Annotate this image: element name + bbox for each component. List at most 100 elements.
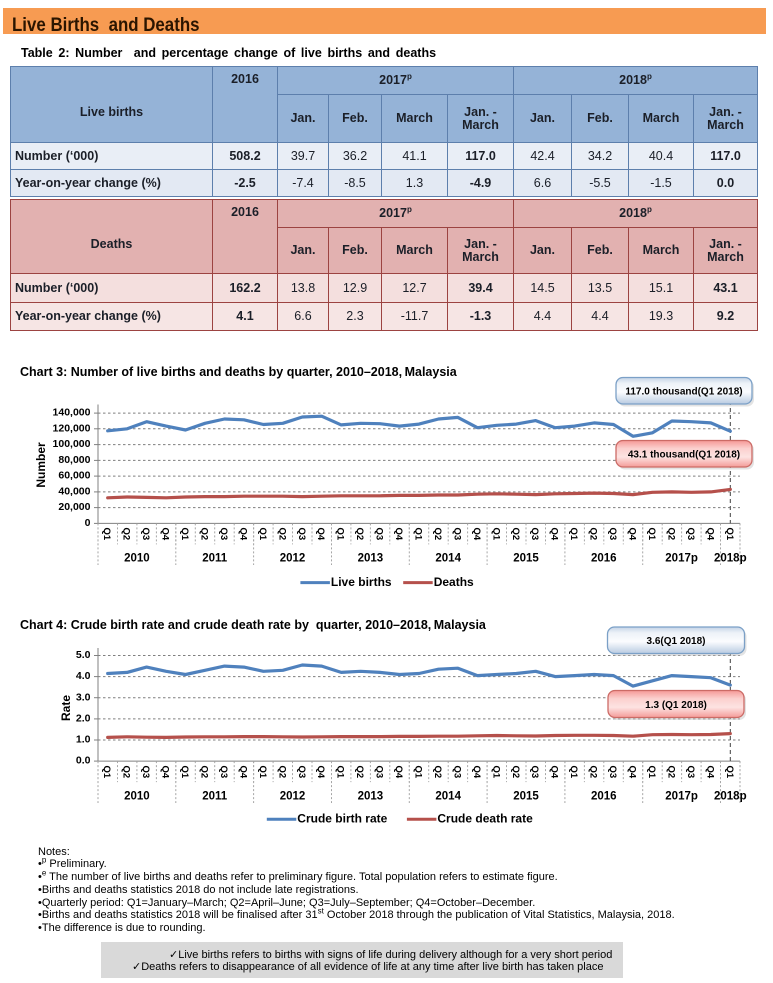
svg-text:Q4: Q4 bbox=[471, 766, 482, 779]
svg-text:Q1: Q1 bbox=[724, 766, 735, 779]
svg-text:Q3: Q3 bbox=[685, 528, 696, 541]
svg-text:Q2: Q2 bbox=[199, 766, 210, 779]
svg-text:Q1: Q1 bbox=[490, 766, 501, 779]
svg-text:Number: Number bbox=[34, 442, 48, 488]
svg-text:Q3: Q3 bbox=[529, 766, 540, 779]
svg-text:Q3: Q3 bbox=[607, 528, 618, 541]
svg-text:Q4: Q4 bbox=[393, 766, 404, 779]
svg-text:Q2: Q2 bbox=[510, 766, 521, 779]
svg-text:2010: 2010 bbox=[124, 791, 150, 803]
svg-text:Q3: Q3 bbox=[451, 766, 462, 779]
svg-text:Q1: Q1 bbox=[335, 528, 346, 541]
svg-text:5.0: 5.0 bbox=[76, 649, 91, 661]
svg-text:2018p: 2018p bbox=[714, 553, 747, 565]
svg-text:Q1: Q1 bbox=[257, 766, 268, 779]
svg-text:Q2: Q2 bbox=[432, 766, 443, 779]
svg-text:Q1: Q1 bbox=[724, 528, 735, 541]
svg-text:0.0: 0.0 bbox=[76, 755, 91, 767]
svg-text:43.1 thousand(Q1 2018): 43.1 thousand(Q1 2018) bbox=[628, 450, 740, 461]
svg-text:Deaths: Deaths bbox=[434, 575, 474, 589]
svg-text:2017p: 2017p bbox=[665, 553, 698, 565]
svg-text:2014: 2014 bbox=[435, 791, 461, 803]
svg-text:Q1: Q1 bbox=[490, 528, 501, 541]
svg-text:Q2: Q2 bbox=[665, 528, 676, 541]
svg-text:2016: 2016 bbox=[591, 791, 617, 803]
svg-text:Q4: Q4 bbox=[549, 528, 560, 541]
svg-text:2017p: 2017p bbox=[665, 791, 698, 803]
svg-text:2012: 2012 bbox=[280, 553, 306, 565]
svg-text:Q2: Q2 bbox=[354, 528, 365, 541]
svg-text:Q4: Q4 bbox=[160, 528, 171, 541]
svg-text:2011: 2011 bbox=[202, 553, 228, 565]
svg-text:120,000: 120,000 bbox=[53, 422, 91, 434]
svg-text:Q4: Q4 bbox=[627, 528, 638, 541]
svg-text:Q2: Q2 bbox=[121, 766, 132, 779]
svg-text:3.0: 3.0 bbox=[76, 691, 91, 703]
svg-text:Crude death rate: Crude death rate bbox=[437, 811, 533, 825]
svg-text:Q3: Q3 bbox=[140, 766, 151, 779]
svg-text:0: 0 bbox=[85, 517, 91, 529]
svg-text:Q4: Q4 bbox=[704, 766, 715, 779]
svg-text:Rate: Rate bbox=[59, 695, 73, 721]
svg-text:Q3: Q3 bbox=[374, 766, 385, 779]
svg-text:3.6(Q1 2018): 3.6(Q1 2018) bbox=[647, 636, 706, 647]
svg-text:Crude birth rate: Crude birth rate bbox=[297, 811, 387, 825]
svg-text:Q2: Q2 bbox=[510, 528, 521, 541]
svg-text:80,000: 80,000 bbox=[58, 454, 90, 466]
svg-text:Q1: Q1 bbox=[646, 766, 657, 779]
svg-text:Q4: Q4 bbox=[160, 766, 171, 779]
svg-text:Q2: Q2 bbox=[588, 766, 599, 779]
svg-text:Q4: Q4 bbox=[471, 528, 482, 541]
svg-text:1.0: 1.0 bbox=[76, 734, 91, 746]
svg-text:117.0 thousand(Q1 2018): 117.0 thousand(Q1 2018) bbox=[625, 387, 742, 398]
svg-text:2013: 2013 bbox=[358, 553, 384, 565]
svg-text:Q1: Q1 bbox=[179, 766, 190, 779]
svg-text:Q1: Q1 bbox=[646, 528, 657, 541]
svg-text:Q3: Q3 bbox=[218, 766, 229, 779]
svg-text:Q2: Q2 bbox=[354, 766, 365, 779]
svg-text:Q3: Q3 bbox=[374, 528, 385, 541]
svg-text:20,000: 20,000 bbox=[58, 501, 90, 513]
svg-text:60,000: 60,000 bbox=[58, 470, 90, 482]
svg-text:Q1: Q1 bbox=[413, 766, 424, 779]
svg-text:Q3: Q3 bbox=[218, 528, 229, 541]
svg-text:Q3: Q3 bbox=[685, 766, 696, 779]
svg-text:Q2: Q2 bbox=[276, 528, 287, 541]
svg-text:Q1: Q1 bbox=[179, 528, 190, 541]
svg-text:2011: 2011 bbox=[202, 791, 228, 803]
svg-text:Q4: Q4 bbox=[704, 528, 715, 541]
svg-text:2.0: 2.0 bbox=[76, 713, 91, 725]
svg-text:2010: 2010 bbox=[124, 553, 150, 565]
svg-text:Q3: Q3 bbox=[529, 528, 540, 541]
svg-text:Q2: Q2 bbox=[276, 766, 287, 779]
svg-text:Q1: Q1 bbox=[101, 766, 112, 779]
svg-text:Q4: Q4 bbox=[315, 766, 326, 779]
svg-text:2015: 2015 bbox=[513, 791, 539, 803]
svg-text:Q2: Q2 bbox=[432, 528, 443, 541]
svg-text:Q1: Q1 bbox=[568, 766, 579, 779]
svg-text:Q1: Q1 bbox=[413, 528, 424, 541]
svg-text:2018p: 2018p bbox=[714, 791, 747, 803]
svg-text:Q4: Q4 bbox=[627, 766, 638, 779]
svg-text:Q4: Q4 bbox=[315, 528, 326, 541]
svg-text:Q2: Q2 bbox=[121, 528, 132, 541]
svg-text:2013: 2013 bbox=[358, 791, 384, 803]
svg-text:Q4: Q4 bbox=[393, 528, 404, 541]
svg-text:Q2: Q2 bbox=[199, 528, 210, 541]
svg-text:40,000: 40,000 bbox=[58, 486, 90, 498]
svg-text:Q1: Q1 bbox=[257, 528, 268, 541]
svg-text:140,000: 140,000 bbox=[53, 407, 91, 419]
svg-text:Q2: Q2 bbox=[665, 766, 676, 779]
svg-text:Q4: Q4 bbox=[549, 766, 560, 779]
svg-text:2014: 2014 bbox=[435, 553, 461, 565]
svg-text:1.3 (Q1 2018): 1.3 (Q1 2018) bbox=[645, 700, 707, 711]
svg-text:Q4: Q4 bbox=[237, 766, 248, 779]
svg-text:Q3: Q3 bbox=[296, 766, 307, 779]
svg-text:Q3: Q3 bbox=[140, 528, 151, 541]
svg-text:2015: 2015 bbox=[513, 553, 539, 565]
svg-text:Q1: Q1 bbox=[568, 528, 579, 541]
svg-text:2012: 2012 bbox=[280, 791, 306, 803]
svg-text:2016: 2016 bbox=[591, 553, 617, 565]
svg-text:Live births: Live births bbox=[331, 575, 392, 589]
svg-text:100,000: 100,000 bbox=[53, 438, 91, 450]
